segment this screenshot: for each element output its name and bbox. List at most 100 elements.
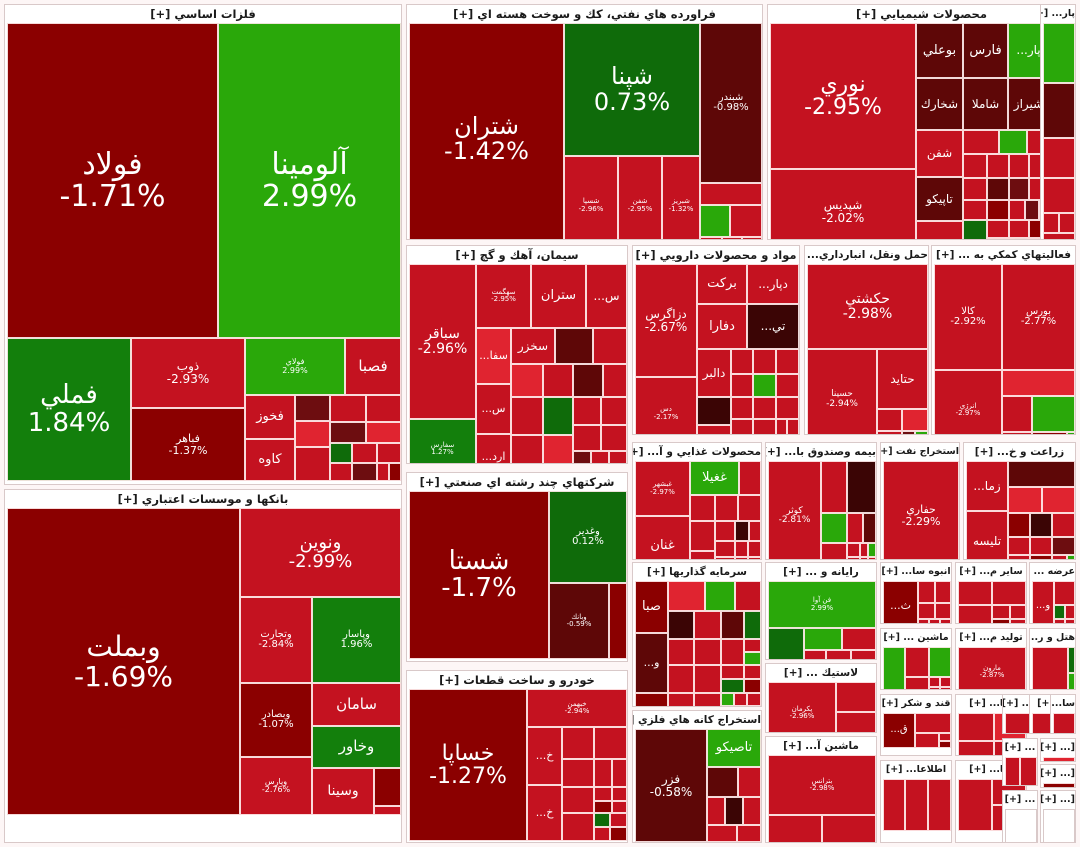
treemap-tile[interactable]: شفن -2.95% — [618, 156, 662, 239]
treemap-tile[interactable]: بترانس -2.98% — [768, 755, 876, 815]
treemap-tile[interactable] — [721, 706, 734, 707]
treemap-tile[interactable] — [511, 435, 543, 463]
treemap-tile[interactable] — [1008, 461, 1075, 487]
treemap-tile[interactable] — [905, 677, 929, 689]
sector-group[interactable]: فراورده هاي نفتي، كك و سوخت هسته اي [+] ش… — [406, 4, 763, 240]
treemap-tile[interactable] — [1020, 757, 1037, 785]
treemap-tile[interactable] — [295, 447, 330, 481]
treemap-tile[interactable] — [787, 419, 799, 434]
sector-group[interactable]: استخراج كانه هاي فلزي [+]فزر-0.58%تاصيكو — [632, 710, 762, 843]
treemap-tile[interactable] — [377, 463, 389, 481]
treemap-tile[interactable] — [1067, 555, 1075, 559]
treemap-tile[interactable]: شسپا -2.96% — [564, 156, 618, 239]
sector-title[interactable]: حمل ونقل، انبارداري... [+] — [805, 246, 928, 264]
sector-title[interactable]: استخراج نفت [+] — [881, 443, 959, 461]
treemap-tile[interactable] — [992, 605, 1010, 619]
treemap-tile[interactable] — [744, 679, 761, 693]
treemap-tile[interactable]: بورس -2.77% — [1002, 264, 1075, 370]
sector-group[interactable]: [... [+] — [1040, 790, 1076, 843]
treemap-tile[interactable] — [747, 706, 761, 707]
sector-group[interactable]: اطلاعا... [+] — [880, 760, 952, 843]
sector-group[interactable]: ماشين ... [+] — [880, 628, 952, 690]
treemap-tile[interactable] — [543, 364, 573, 397]
treemap-tile[interactable] — [987, 220, 1009, 238]
treemap-tile[interactable]: خساپا -1.27% — [409, 689, 527, 841]
treemap-tile[interactable] — [918, 581, 935, 603]
treemap-tile[interactable]: خبهمن -2.94% — [527, 689, 627, 727]
sector-group[interactable]: ساير م... [+] — [955, 562, 1027, 624]
treemap-tile[interactable] — [868, 557, 876, 559]
sector-title[interactable]: قند و شكر [+] — [881, 695, 951, 713]
treemap-tile[interactable]: س... — [586, 264, 627, 328]
treemap-tile[interactable] — [1005, 757, 1020, 785]
treemap-tile[interactable] — [635, 693, 668, 706]
treemap-tile[interactable] — [1008, 487, 1042, 513]
sector-title[interactable]: ... [+] — [1003, 791, 1037, 809]
treemap-tile[interactable] — [749, 521, 761, 541]
treemap-tile[interactable]: ذوب -2.93% — [131, 338, 245, 408]
treemap-tile[interactable] — [511, 364, 543, 397]
treemap-tile[interactable]: فخوز — [245, 395, 295, 439]
treemap-tile[interactable] — [918, 619, 929, 623]
treemap-tile[interactable]: تاصيكو — [707, 729, 761, 767]
treemap-tile[interactable] — [721, 679, 744, 693]
treemap-tile[interactable] — [1043, 783, 1075, 787]
treemap-tile[interactable]: سفارس 1.27% — [409, 419, 476, 463]
sector-title[interactable]: اطلاعا... [+] — [881, 761, 951, 779]
treemap-tile[interactable] — [694, 611, 721, 639]
treemap-tile[interactable]: پكرمان -2.96% — [768, 682, 836, 732]
treemap-tile[interactable] — [940, 619, 951, 623]
treemap-tile[interactable] — [987, 238, 1001, 239]
treemap-tile[interactable] — [905, 779, 928, 831]
treemap-tile[interactable]: فولاد -1.71% — [7, 23, 218, 338]
treemap-tile[interactable] — [562, 787, 594, 813]
treemap-tile[interactable]: كوثر -2.81% — [768, 461, 821, 559]
treemap-tile[interactable] — [700, 183, 762, 205]
treemap-tile[interactable] — [1030, 513, 1052, 537]
treemap-tile[interactable] — [1043, 178, 1075, 213]
treemap-tile[interactable] — [737, 825, 761, 842]
sector-title[interactable]: فراورده هاي نفتي، كك و سوخت هسته اي [+] — [407, 5, 762, 23]
sector-group[interactable]: ماشين آ... [+] بترانس -2.98% — [765, 736, 877, 843]
treemap-tile[interactable]: ق... — [883, 713, 915, 748]
treemap-tile[interactable]: غغيلا — [690, 461, 739, 495]
sector-group[interactable]: ... [+] — [1002, 738, 1038, 786]
treemap-tile[interactable] — [668, 581, 705, 611]
treemap-tile[interactable]: وپاسار 1.96% — [312, 597, 401, 683]
treemap-tile[interactable]: حكشتي -2.98% — [807, 264, 928, 349]
sector-group[interactable]: بيمه وصندوق با... [+] كوثر -2.81% — [765, 442, 877, 560]
treemap-tile[interactable] — [594, 727, 627, 759]
treemap-tile[interactable] — [804, 650, 826, 659]
treemap-tile[interactable]: س... — [476, 384, 511, 434]
treemap-tile[interactable] — [612, 759, 627, 787]
sector-group[interactable]: ... [+] — [1002, 790, 1038, 843]
sector-title[interactable]: محصولات غذايي و آ... [+] — [633, 443, 761, 461]
treemap-tile[interactable] — [918, 603, 935, 619]
treemap-tile[interactable] — [668, 665, 694, 693]
treemap-tile[interactable] — [776, 374, 799, 397]
treemap-tile[interactable]: وبملت -1.69% — [7, 508, 240, 815]
treemap-tile[interactable] — [594, 787, 612, 801]
treemap-tile[interactable] — [377, 443, 401, 463]
treemap-tile[interactable] — [715, 557, 735, 559]
treemap-tile[interactable] — [694, 693, 721, 706]
sector-title[interactable]: فعاليتهاي كمكي به ... [+] — [932, 246, 1075, 264]
sector-group[interactable]: سا... [+] — [1050, 694, 1076, 734]
treemap-tile[interactable] — [730, 205, 762, 237]
treemap-tile[interactable] — [697, 425, 731, 434]
sector-title[interactable]: انبوه سا... [+] — [881, 563, 951, 581]
treemap-tile[interactable]: فزر -0.58% — [635, 729, 707, 842]
treemap-tile[interactable] — [748, 541, 761, 557]
treemap-tile[interactable] — [935, 581, 951, 603]
treemap-tile[interactable] — [721, 693, 734, 706]
treemap-tile[interactable] — [352, 463, 377, 481]
treemap-tile[interactable] — [1052, 513, 1075, 537]
treemap-tile[interactable]: فارس — [963, 23, 1008, 78]
treemap-tile[interactable] — [295, 395, 330, 421]
treemap-tile[interactable] — [753, 397, 776, 419]
treemap-tile[interactable] — [902, 431, 915, 434]
treemap-tile[interactable] — [609, 583, 627, 659]
sector-group[interactable]: فلزات اساسي [+] فولاد -1.71% آلومينا 2.99% فم… — [4, 4, 402, 485]
treemap-tile[interactable] — [836, 712, 876, 732]
treemap-tile[interactable] — [915, 713, 951, 733]
